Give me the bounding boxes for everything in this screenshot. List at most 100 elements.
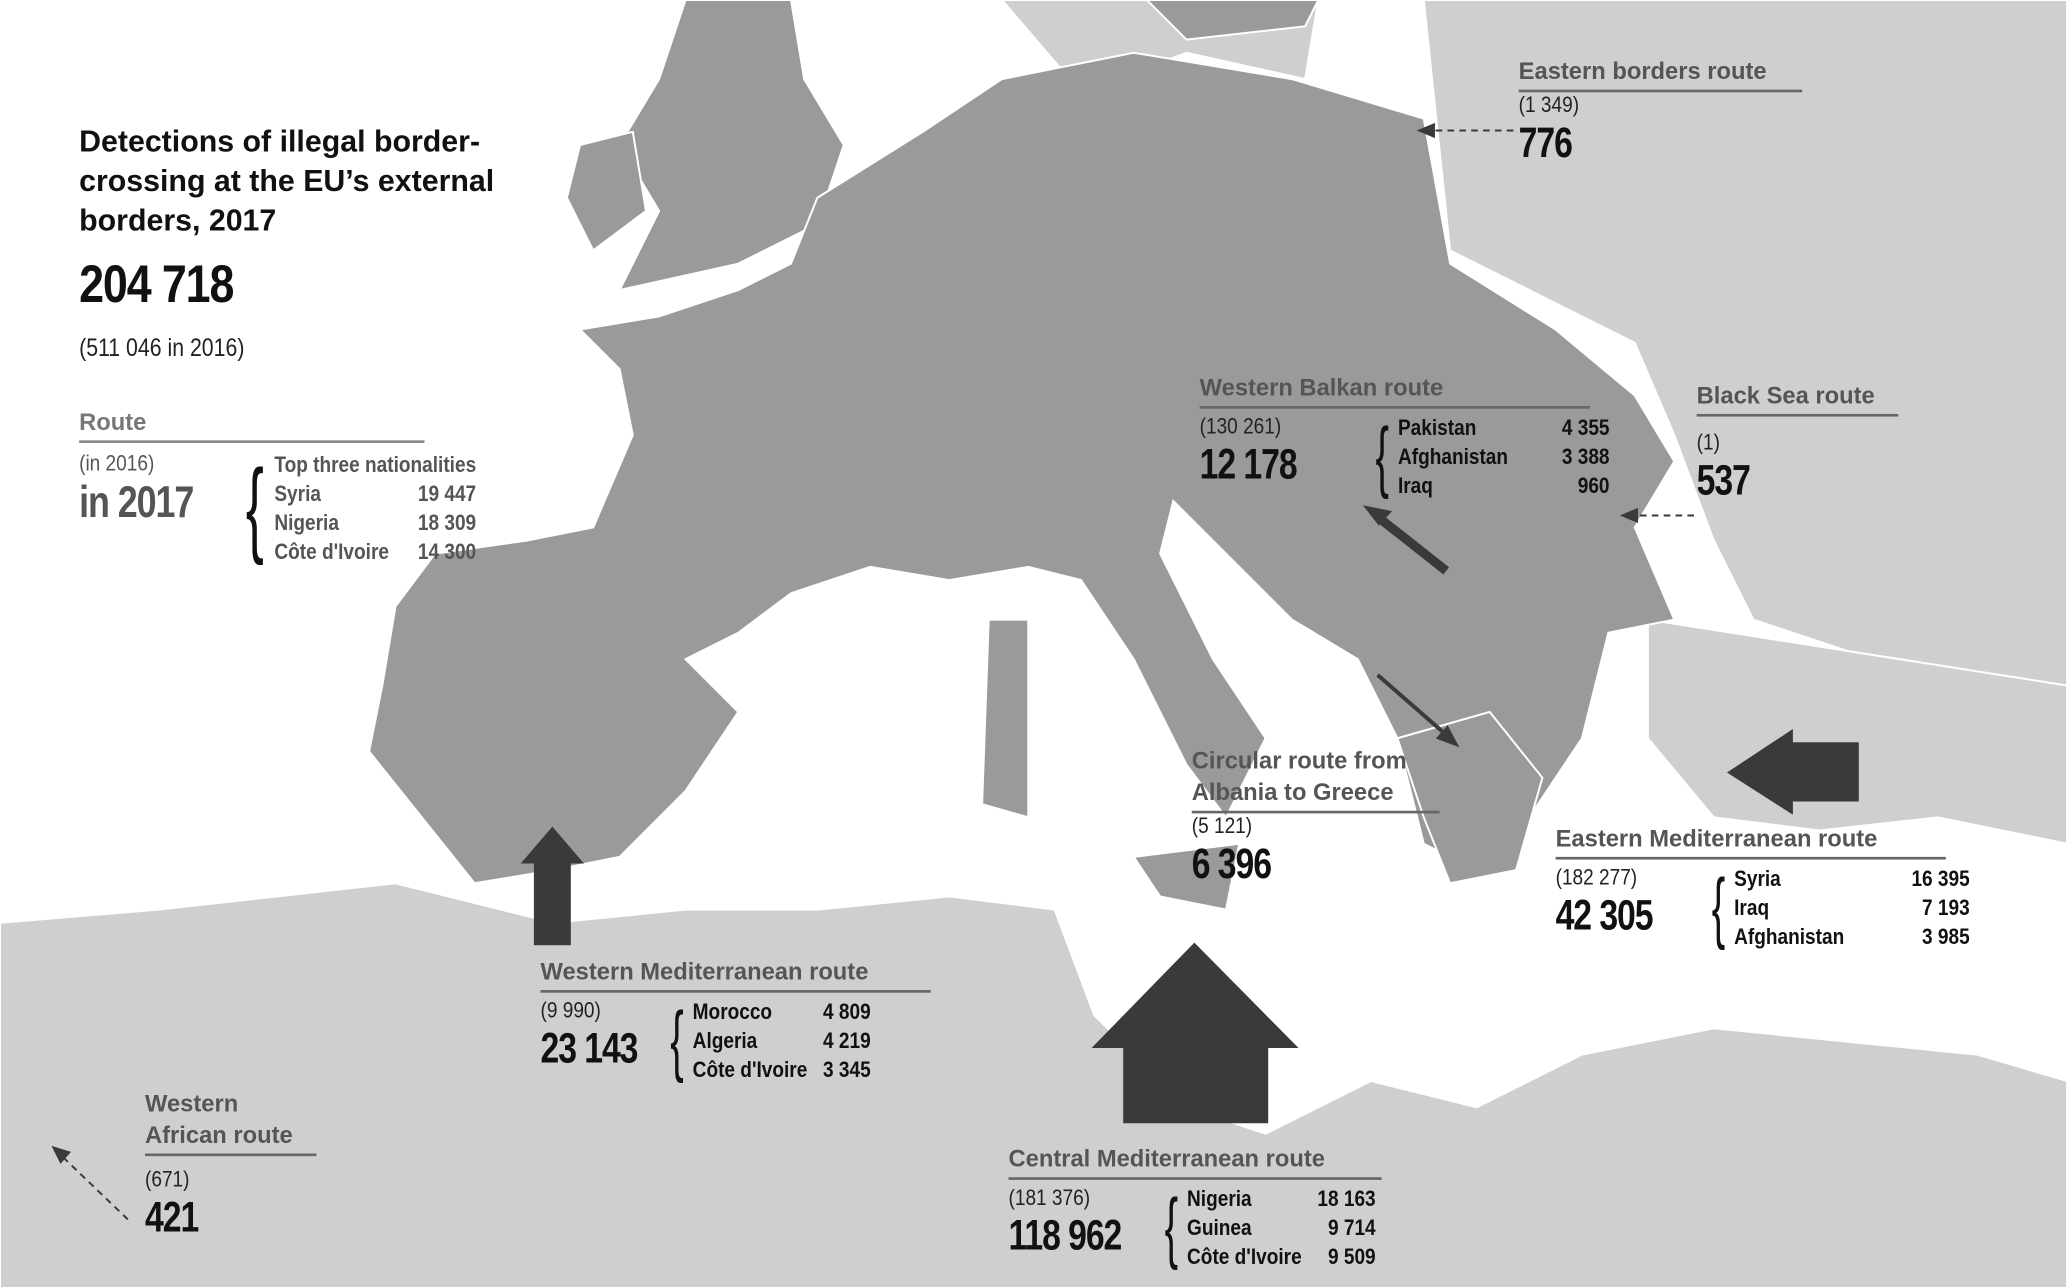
table-row: Morocco 4 809 — [693, 998, 871, 1027]
route-name: Eastern borders route — [1518, 55, 1803, 93]
route-name: Black Sea route — [1696, 380, 1899, 417]
legend-route-label: Route — [79, 406, 425, 443]
total-previous: (511 046 in 2016) — [79, 334, 245, 363]
table-row: Afghanistan 3 985 — [1734, 923, 1970, 952]
route-western-african: Western African route (671) 421 — [145, 1088, 317, 1242]
table-row: Côte d'Ivoire 14 300 — [275, 538, 477, 567]
value: 18 309 — [418, 510, 477, 536]
eastern-med-arrow — [1726, 729, 1859, 815]
country: Guinea — [1187, 1215, 1252, 1241]
route-nationalities: { Pakistan 4 355 Afghanistan 3 388 Iraq 960 — [1371, 411, 1610, 501]
brace-icon: { — [246, 448, 265, 566]
route-nationalities: { Nigeria 18 163 Guinea 9 714 Côte d'Ivoir… — [1160, 1182, 1376, 1272]
country: Morocco — [692, 999, 773, 1025]
route-name-line: Albania to Greece — [1191, 779, 1394, 806]
route-current: 6 396 — [1191, 839, 1272, 888]
table-row: Pakistan 4 355 — [1398, 414, 1610, 443]
value: 7 193 — [1922, 895, 1970, 921]
route-central-med: Central Mediterranean route (181 376) 11… — [1008, 1143, 1413, 1272]
title-line: borders, 2017 — [79, 203, 277, 238]
route-nationalities: { Morocco 4 809 Algeria 4 219 Côte d'Ivoir… — [666, 997, 871, 1085]
legend-current: in 2017 — [79, 477, 194, 528]
western-african-dashed-arrow — [62, 1156, 129, 1221]
route-current: 421 — [145, 1193, 199, 1241]
route-current: 537 — [1696, 456, 1751, 504]
route-nationalities: { Syria 16 395 Iraq 7 193 Afghanistan 3 985 — [1707, 864, 1970, 952]
page-title: Detections of illegal border- crossing a… — [79, 121, 494, 240]
value: 4 355 — [1561, 415, 1610, 441]
route-eastern-med: Eastern Mediterranean route (182 277) 42… — [1555, 823, 2016, 952]
route-name-line: African route — [145, 1121, 293, 1149]
table-row: Guinea 9 714 — [1187, 1214, 1376, 1243]
route-name: Circular route from Albania to Greece — [1191, 745, 1440, 814]
value: 9 714 — [1327, 1215, 1376, 1241]
greece-land — [1396, 710, 1544, 885]
value: 3 985 — [1922, 924, 1970, 950]
title-line: Detections of illegal border- — [79, 123, 481, 159]
route-name: Western Mediterranean route — [540, 956, 931, 993]
western-balkan-arrow — [1374, 513, 1450, 575]
country: Syria — [274, 481, 322, 507]
north-africa-land — [0, 882, 2067, 1288]
table-row: Algeria 4 219 — [693, 1027, 871, 1056]
route-name: Western African route — [145, 1088, 317, 1157]
route-previous: (130 261) — [1199, 413, 1282, 439]
value: 19 447 — [418, 481, 477, 507]
table-row: Iraq 7 193 — [1734, 894, 1970, 923]
route-western-balkan: Western Balkan route (130 261) 12 178 { … — [1199, 372, 1652, 501]
route-name-line: Circular route from — [1191, 747, 1407, 774]
total-detections: 204 718 — [79, 255, 234, 314]
country: Algeria — [692, 1028, 758, 1054]
table-row: Côte d'Ivoire 3 345 — [693, 1056, 871, 1085]
route-previous: (9 990) — [540, 997, 601, 1024]
route-name: Eastern Mediterranean route — [1555, 823, 1946, 860]
scandinavia-land — [1145, 0, 1320, 41]
country: Iraq — [1397, 473, 1433, 499]
route-current: 118 962 — [1008, 1211, 1122, 1259]
circular-route-arrow — [1376, 673, 1452, 740]
route-current: 23 143 — [540, 1024, 639, 1072]
value: 16 395 — [1911, 866, 1970, 892]
uk-land — [617, 0, 845, 292]
brace-icon: { — [1375, 411, 1390, 500]
country: Côte d'Ivoire — [1187, 1244, 1302, 1270]
value: 9 509 — [1327, 1244, 1376, 1270]
continental-eu-land — [368, 51, 1676, 885]
route-eastern-borders: Eastern borders route (1 349) 776 — [1518, 55, 1803, 167]
value: 14 300 — [418, 539, 477, 565]
country: Pakistan — [1397, 415, 1477, 441]
route-previous: (1) — [1696, 429, 1720, 455]
sardinia-corsica-land — [981, 618, 1030, 819]
value: 4 809 — [823, 999, 871, 1025]
route-black-sea: Black Sea route (1) 537 — [1696, 380, 1899, 505]
brace-icon: { — [1164, 1182, 1179, 1271]
country: Nigeria — [1187, 1186, 1252, 1212]
route-current: 42 305 — [1555, 891, 1654, 939]
eastern-europe-land — [1318, 0, 2067, 740]
western-med-arrow — [520, 826, 585, 946]
route-current: 12 178 — [1199, 440, 1298, 488]
title-line: crossing at the EU’s external — [79, 163, 495, 198]
value: 3 388 — [1561, 444, 1610, 470]
sicily-land — [1132, 842, 1241, 911]
route-name-line: Western — [145, 1090, 239, 1117]
legend-nationalities: { Top three nationalities Syria 19 447 Ni… — [240, 448, 477, 567]
country: Iraq — [1734, 895, 1770, 921]
ireland-land — [565, 130, 648, 252]
country: Nigeria — [274, 510, 340, 536]
table-row: Nigeria 18 309 — [275, 509, 477, 538]
legend-nat-header: Top three nationalities — [274, 452, 477, 478]
table-row: Côte d'Ivoire 9 509 — [1187, 1243, 1376, 1272]
legend-previous: (in 2016) — [79, 450, 155, 476]
central-med-arrow — [1091, 942, 1299, 1124]
value: 960 — [1577, 473, 1610, 499]
country: Afghanistan — [1734, 924, 1845, 950]
route-previous: (182 277) — [1555, 864, 1638, 890]
country: Syria — [1734, 866, 1781, 892]
route-current: 776 — [1518, 118, 1573, 167]
legend: Route (in 2016) in 2017 { Top three nati… — [79, 406, 518, 567]
value: 18 163 — [1317, 1186, 1376, 1212]
country: Côte d'Ivoire — [274, 539, 390, 565]
route-western-med: Western Mediterranean route (9 990) 23 1… — [540, 956, 931, 1085]
